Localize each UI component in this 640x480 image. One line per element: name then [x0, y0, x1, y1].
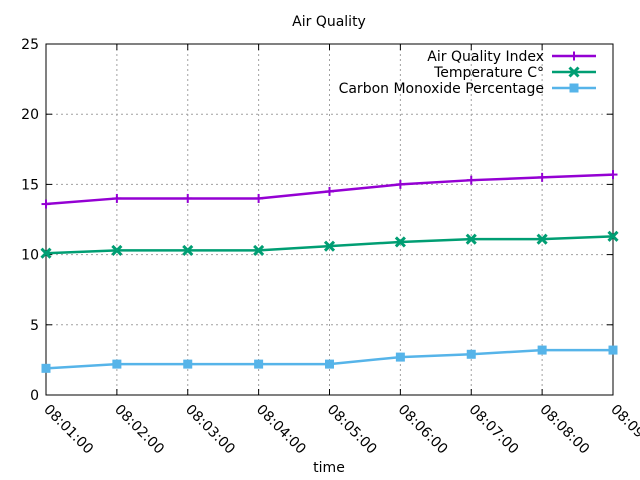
data-point: [395, 179, 405, 189]
data-point: [569, 83, 579, 93]
data-point: [254, 193, 264, 203]
legend-label: Air Quality Index: [427, 49, 544, 65]
data-point: [537, 172, 547, 182]
data-point: [182, 244, 194, 256]
marker-stroke: [568, 66, 580, 78]
x-tick-label: 08:03:00: [182, 402, 238, 458]
data-point: [465, 233, 477, 245]
x-tick-label: 08:05:00: [324, 402, 380, 458]
data-point: [395, 352, 405, 362]
x-tick-label: 08:07:00: [466, 402, 522, 458]
series-3: [41, 345, 618, 373]
data-point: [607, 230, 619, 242]
marker-stroke: [40, 247, 52, 259]
series-layer: [40, 170, 619, 373]
data-point: [537, 345, 547, 355]
y-tick-label: 0: [30, 388, 39, 404]
legend-entry: Temperature C°: [433, 65, 596, 81]
data-point: [608, 170, 618, 180]
marker-stroke: [607, 230, 619, 242]
data-point: [466, 349, 476, 359]
x-axis-label: time: [313, 460, 345, 476]
data-point: [41, 363, 51, 373]
marker-stroke: [111, 244, 123, 256]
data-point: [112, 359, 122, 369]
x-tick-label: 08:02:00: [111, 402, 167, 458]
data-point: [466, 175, 476, 185]
x-tick-label: 08:06:00: [395, 402, 451, 458]
data-point: [41, 199, 51, 209]
y-tick-label: 10: [21, 248, 39, 264]
y-tick-label: 5: [30, 318, 39, 334]
chart-title: Air Quality: [292, 14, 366, 30]
data-point: [325, 186, 334, 196]
data-point: [536, 233, 548, 245]
data-point: [40, 247, 52, 259]
data-point: [394, 236, 406, 248]
x-tick-label: 08:04:00: [253, 402, 309, 458]
series-1: [41, 170, 618, 209]
data-point: [112, 193, 122, 203]
data-point: [608, 345, 618, 355]
legend-entry: Air Quality Index: [427, 49, 596, 65]
x-tick-label: 08:08:00: [536, 402, 592, 458]
y-axis: 0 5 10 15 20 25: [21, 37, 613, 404]
y-tick-label: 25: [21, 37, 39, 53]
grid-layer: [46, 44, 613, 395]
data-point: [183, 193, 193, 203]
legend-label: Temperature C°: [433, 65, 544, 81]
y-tick-label: 15: [21, 177, 39, 193]
marker-stroke: [253, 244, 265, 256]
data-point: [253, 244, 265, 256]
x-tick-label: 08:01:00: [40, 402, 96, 458]
data-point: [111, 244, 123, 256]
data-point: [254, 359, 264, 369]
data-point: [569, 51, 579, 61]
series-2: [40, 230, 619, 259]
y-tick-label: 20: [21, 107, 39, 123]
marker-stroke: [536, 233, 548, 245]
marker-stroke: [182, 244, 194, 256]
marker-stroke: [465, 233, 477, 245]
marker-stroke: [394, 236, 406, 248]
legend-entry: Carbon Monoxide Percentage: [339, 81, 596, 97]
marker-stroke: [323, 240, 336, 252]
data-point: [183, 359, 193, 369]
data-point: [325, 359, 334, 369]
data-point: [568, 66, 580, 78]
data-point: [323, 240, 336, 252]
legend-label: Carbon Monoxide Percentage: [339, 81, 544, 97]
x-tick-label: 08:09:00: [607, 402, 640, 458]
